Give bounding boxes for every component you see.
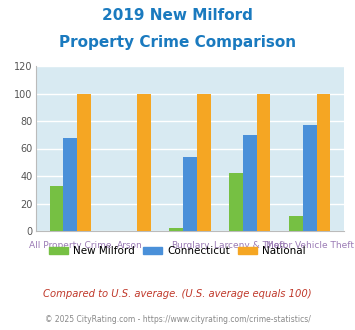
Bar: [257, 93, 271, 231]
Bar: [289, 216, 303, 231]
Text: 2019 New Milford: 2019 New Milford: [102, 8, 253, 23]
Text: Compared to U.S. average. (U.S. average equals 100): Compared to U.S. average. (U.S. average …: [43, 289, 312, 299]
Bar: [169, 228, 183, 231]
Text: Property Crime Comparison: Property Crime Comparison: [59, 35, 296, 50]
Text: Burglary: Burglary: [171, 241, 209, 250]
Text: Motor Vehicle Theft: Motor Vehicle Theft: [266, 241, 354, 250]
Text: © 2025 CityRating.com - https://www.cityrating.com/crime-statistics/: © 2025 CityRating.com - https://www.city…: [45, 315, 310, 324]
Text: Arson: Arson: [117, 241, 143, 250]
Bar: [137, 93, 151, 231]
Text: Larceny & Theft: Larceny & Theft: [214, 241, 286, 250]
Bar: [317, 93, 330, 231]
Legend: New Milford, Connecticut, National: New Milford, Connecticut, National: [45, 242, 310, 260]
Bar: [197, 93, 211, 231]
Bar: [243, 135, 257, 231]
Bar: [63, 138, 77, 231]
Bar: [77, 93, 91, 231]
Bar: [303, 125, 317, 231]
Bar: [229, 173, 243, 231]
Bar: [183, 157, 197, 231]
Bar: [50, 185, 63, 231]
Text: All Property Crime: All Property Crime: [29, 241, 111, 250]
